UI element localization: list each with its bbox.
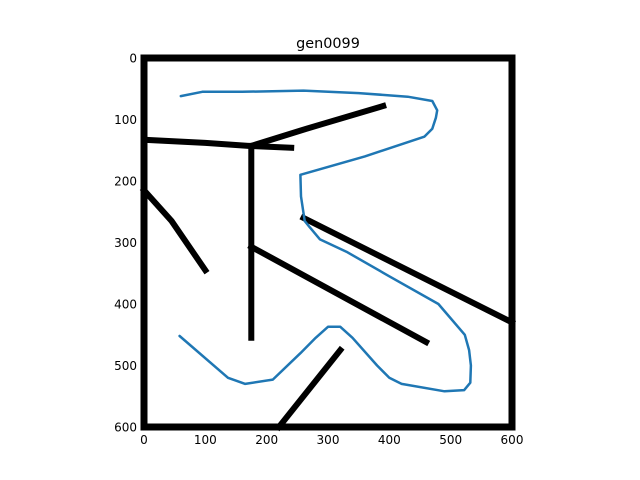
- y-tick-label: 600: [114, 420, 137, 434]
- x-tick-label: 600: [501, 433, 524, 447]
- y-tick-label: 100: [114, 113, 137, 127]
- x-tick-label: 400: [378, 433, 401, 447]
- y-tick-label: 0: [129, 51, 137, 65]
- path-series-line: [178, 89, 473, 393]
- maze-wall: [139, 185, 210, 275]
- y-tick-label: 400: [114, 297, 137, 311]
- x-tick-label: 200: [255, 433, 278, 447]
- y-tick-label: 300: [114, 236, 137, 250]
- chart-title: gen0099: [296, 36, 360, 52]
- x-tick-label: 100: [194, 433, 217, 447]
- maze-wall: [247, 242, 431, 347]
- series-layer: [178, 89, 473, 393]
- x-tick-label: 0: [140, 433, 148, 447]
- maze-wall: [274, 345, 345, 432]
- x-tick-label: 300: [317, 433, 340, 447]
- y-tick-label: 200: [114, 174, 137, 188]
- y-axis: 0 100 200 300 400 500 600: [114, 51, 144, 434]
- x-tick-label: 500: [439, 433, 462, 447]
- maze-wall: [247, 102, 387, 150]
- x-axis: 0 100 200 300 400 500 600: [140, 427, 523, 447]
- maze-wall: [140, 136, 295, 151]
- y-tick-label: 500: [114, 359, 137, 373]
- maze-wall: [299, 213, 517, 327]
